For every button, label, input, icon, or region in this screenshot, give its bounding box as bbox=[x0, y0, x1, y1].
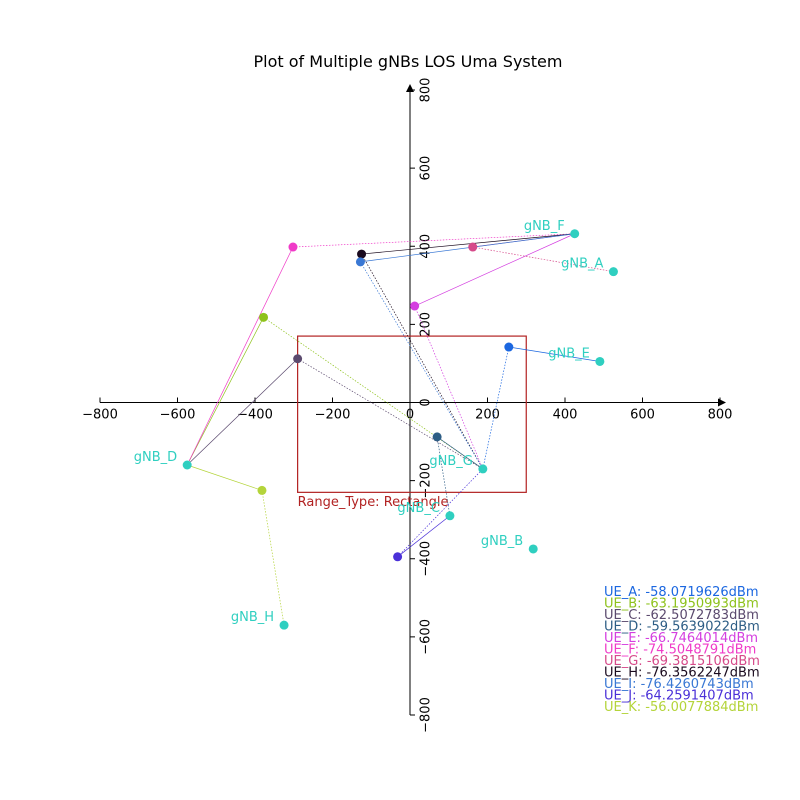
gnb-point bbox=[570, 229, 580, 239]
gnb-label: gNB_A bbox=[561, 257, 603, 272]
ue-point bbox=[257, 485, 267, 495]
y-tick-label: 0 bbox=[419, 398, 434, 406]
x-tick-label: 400 bbox=[553, 408, 578, 423]
link-line bbox=[414, 305, 484, 470]
y-tick-label: −200 bbox=[419, 463, 434, 499]
y-tick-label: −600 bbox=[419, 619, 434, 655]
y-tick-label: 600 bbox=[419, 156, 434, 181]
axes: −800 −600 −400 −200 0 200 400 600 800 −800 −600 −40… bbox=[82, 78, 732, 733]
link-line bbox=[414, 233, 575, 307]
ue-point bbox=[288, 242, 298, 252]
link-line bbox=[397, 468, 484, 558]
y-tick-label: −800 bbox=[419, 697, 434, 733]
ue-point bbox=[357, 249, 367, 259]
legend-entry: UE_H: -76.3562247dBm bbox=[604, 666, 760, 681]
link-line bbox=[261, 490, 285, 626]
gnb-label: gNB_F bbox=[524, 219, 565, 234]
link-line bbox=[360, 261, 484, 470]
gnb-label: gNB_G bbox=[429, 454, 472, 469]
link-lines bbox=[186, 233, 614, 626]
gnb-point bbox=[528, 544, 538, 554]
x-tick-label: 200 bbox=[475, 408, 500, 423]
gnb-labels: gNB_A gNB_B gNB_C gNB_D gNB_E gNB_F gNB_G gNB_H bbox=[134, 219, 604, 625]
link-line bbox=[292, 233, 575, 248]
y-tick-label: 400 bbox=[419, 234, 434, 259]
points bbox=[182, 229, 618, 630]
link-line bbox=[186, 317, 264, 466]
y-tick-label: −400 bbox=[419, 541, 434, 577]
range-rectangle bbox=[297, 335, 527, 493]
gnb-point bbox=[478, 464, 488, 474]
legend-entry: UE_F: -74.5048791dBm bbox=[604, 643, 756, 658]
y-axis-arrow bbox=[406, 84, 414, 92]
link-line bbox=[397, 515, 451, 558]
y-tick-label: 200 bbox=[419, 312, 434, 337]
x-axis-arrow bbox=[718, 398, 726, 407]
gnb-point bbox=[445, 511, 455, 521]
x-tick-label: 0 bbox=[406, 408, 414, 423]
ue-point bbox=[259, 312, 269, 322]
x-tick-label: −200 bbox=[315, 408, 351, 423]
ue-point bbox=[355, 257, 365, 267]
link-line bbox=[436, 436, 484, 470]
gnb-point bbox=[608, 267, 618, 277]
link-line bbox=[508, 346, 600, 362]
legend-entry: UE_J: -64.2591407dBm bbox=[604, 689, 754, 704]
legend-entry: UE_K: -56.0077884dBm bbox=[604, 700, 758, 715]
gnb-label: gNB_E bbox=[548, 346, 590, 361]
ue-point bbox=[393, 552, 403, 562]
gnb-label: gNB_D bbox=[134, 450, 177, 465]
x-tick-label: 800 bbox=[708, 408, 733, 423]
x-tick-label: −400 bbox=[237, 408, 273, 423]
x-tick-label: −600 bbox=[160, 408, 196, 423]
legend-entry: UE_D: -59.5639022dBm bbox=[604, 620, 760, 635]
link-line bbox=[186, 246, 294, 466]
y-tick-label: 800 bbox=[419, 78, 434, 103]
gnb-point bbox=[595, 356, 605, 366]
range-box: Range_Type: Rectangle bbox=[297, 335, 527, 510]
ue-point bbox=[468, 242, 478, 252]
legend-entry: UE_G: -69.3815106dBm bbox=[604, 654, 760, 669]
ue-point bbox=[432, 432, 442, 442]
gnb-point bbox=[182, 460, 192, 470]
gnb-label: gNB_C bbox=[397, 501, 439, 516]
legend-entry: UE_I: -76.4260743dBm bbox=[604, 677, 754, 692]
ue-point bbox=[293, 354, 303, 364]
legend-entry: UE_E: -66.7464014dBm bbox=[604, 631, 758, 646]
link-line bbox=[436, 436, 451, 516]
gnb-label: gNB_H bbox=[231, 610, 274, 625]
link-line bbox=[361, 253, 484, 470]
legend-entry: UE_A: -58.0719626dBm bbox=[604, 585, 759, 600]
ue-point bbox=[410, 301, 420, 311]
gnb-label: gNB_B bbox=[481, 534, 523, 549]
x-tick-label: −800 bbox=[82, 408, 118, 423]
range-label: Range_Type: Rectangle bbox=[298, 495, 449, 510]
link-line bbox=[360, 233, 575, 263]
ue-point bbox=[504, 342, 514, 352]
legend-entry: UE_C: -62.5072783dBm bbox=[604, 608, 759, 623]
link-line bbox=[361, 233, 575, 255]
link-line bbox=[187, 464, 263, 491]
gnb-point bbox=[279, 620, 289, 630]
chart-title: Plot of Multiple gNBs LOS Uma System bbox=[254, 52, 563, 71]
legend-entry: UE_B: -63.1950993dBm bbox=[604, 597, 759, 612]
x-tick-label: 600 bbox=[630, 408, 655, 423]
link-line bbox=[186, 358, 298, 466]
